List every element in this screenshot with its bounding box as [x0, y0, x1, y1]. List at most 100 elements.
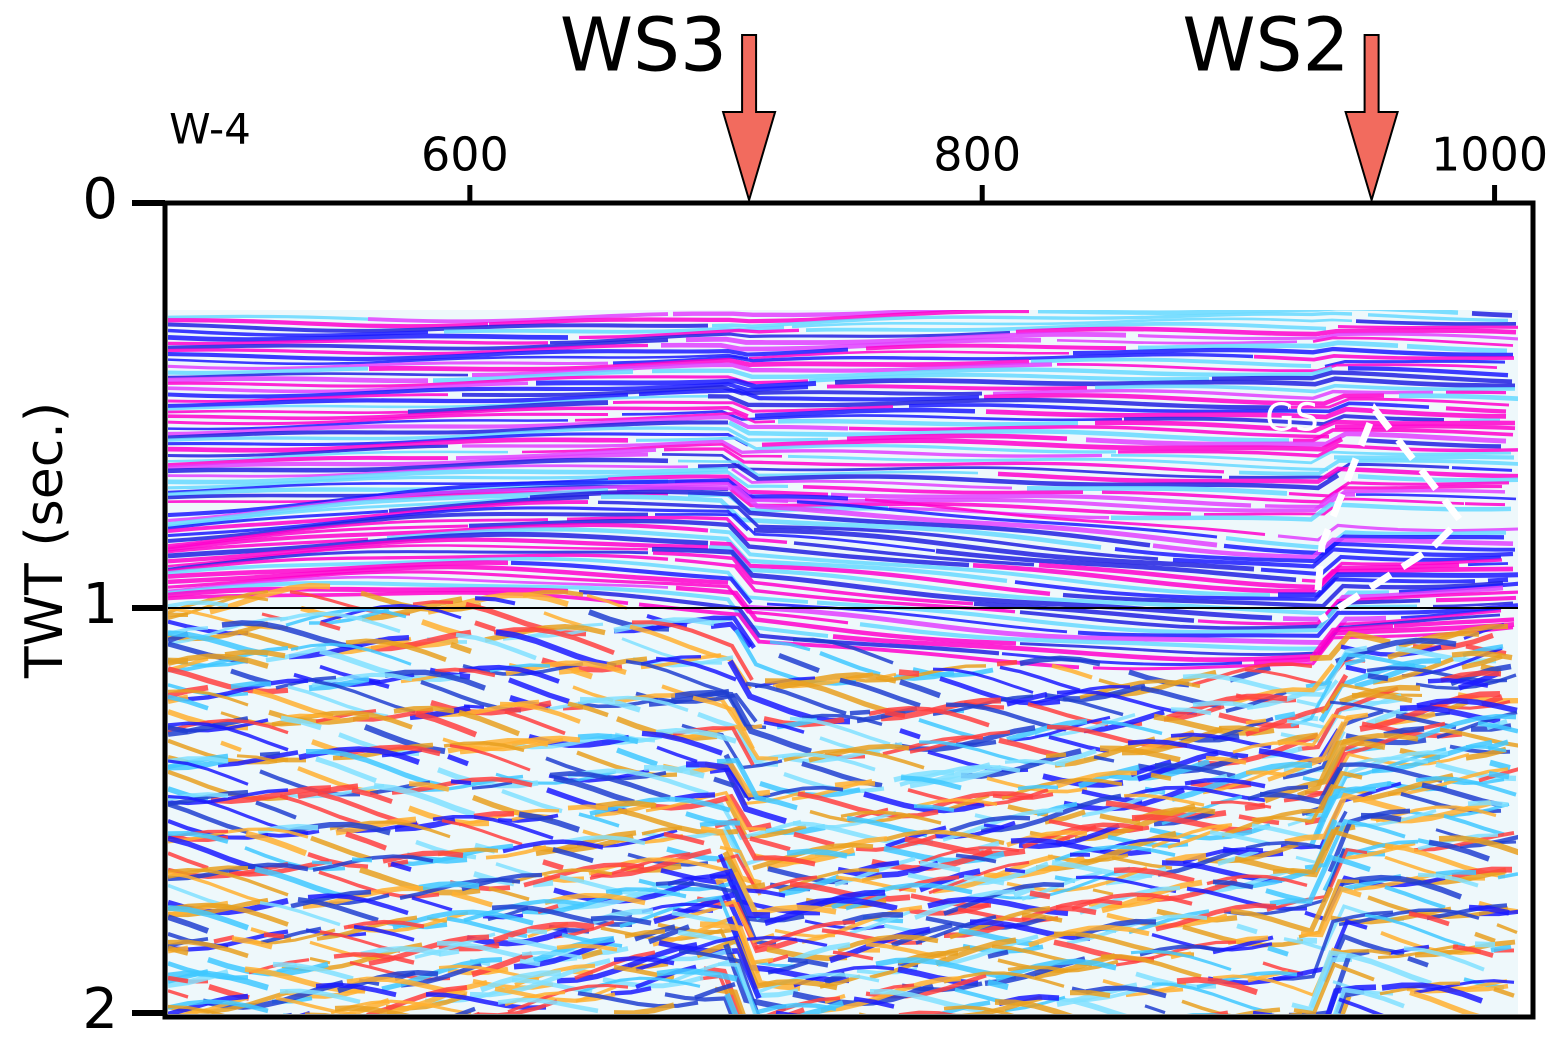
reflector	[1235, 1007, 1281, 1014]
reflector	[1114, 541, 1515, 564]
reflector	[1334, 424, 1516, 431]
reflector	[1123, 793, 1205, 807]
reflector	[999, 665, 1081, 692]
reflector	[473, 811, 514, 820]
reflector	[364, 1023, 384, 1027]
reflector	[351, 787, 393, 804]
reflector	[168, 488, 609, 527]
reflector	[461, 439, 1103, 458]
reflector	[168, 375, 809, 388]
reflector	[610, 986, 652, 996]
reflector	[272, 961, 354, 982]
reflector	[168, 322, 709, 333]
seismic-image	[168, 206, 1530, 1027]
well-label: WS3	[560, 3, 727, 89]
y-tick-label: 2	[82, 977, 118, 1042]
reflector	[1150, 772, 1172, 781]
reflector	[168, 406, 749, 421]
reflector	[297, 896, 379, 923]
reflector	[1474, 941, 1496, 948]
reflector	[1468, 904, 1510, 916]
reflector	[1210, 800, 1272, 809]
reflector	[1006, 691, 1048, 707]
reflector	[578, 812, 620, 828]
reflector	[710, 621, 753, 649]
reflector	[761, 436, 1344, 452]
reflector	[792, 637, 894, 665]
reflector	[674, 479, 1356, 513]
reflector	[479, 970, 562, 993]
reflector	[1253, 622, 1515, 665]
reflector	[351, 857, 373, 863]
reflector	[168, 522, 709, 552]
reflector	[168, 570, 849, 625]
reflector	[1451, 650, 1513, 661]
reflector	[259, 751, 281, 757]
reflector	[1176, 976, 1258, 996]
reflector	[334, 1005, 410, 1014]
reflector	[168, 328, 429, 338]
reflector	[556, 942, 698, 984]
reflector	[694, 982, 736, 1000]
reflector	[168, 666, 289, 695]
reflector	[1324, 359, 1506, 368]
reflector	[168, 999, 269, 1014]
reflector	[1345, 664, 1367, 674]
reflector	[319, 621, 341, 631]
reflector	[168, 580, 829, 639]
reflector	[1128, 909, 1210, 935]
reflector	[1019, 655, 1101, 667]
reflector	[1218, 725, 1260, 732]
reflector	[753, 527, 1255, 572]
reflector	[168, 537, 709, 564]
reflector	[168, 550, 649, 571]
reflector	[717, 962, 757, 1014]
reflector	[574, 950, 656, 981]
reflector	[861, 874, 883, 883]
reflector	[499, 701, 581, 724]
reflector	[542, 859, 564, 871]
reflector	[553, 775, 635, 806]
reflector	[925, 915, 1047, 931]
reflector	[655, 513, 936, 553]
reflector	[168, 646, 289, 673]
reflector	[1263, 739, 1386, 804]
reflector	[1467, 800, 1509, 808]
reflector	[168, 560, 509, 579]
reflector	[796, 897, 898, 912]
reflector	[1007, 965, 1069, 973]
reflector	[791, 317, 1353, 329]
reflector	[543, 611, 585, 628]
reflector	[1151, 982, 1273, 1014]
reflector	[987, 979, 1009, 991]
reflector	[989, 866, 1131, 900]
reflector	[1489, 759, 1511, 771]
reflector	[168, 450, 508, 463]
reflector	[501, 788, 563, 814]
reflector	[992, 388, 1434, 401]
reflector	[168, 395, 709, 411]
reflector	[258, 829, 320, 838]
reflector	[220, 740, 242, 753]
reflector	[532, 879, 554, 888]
reflector	[1072, 346, 1513, 358]
reflector	[837, 860, 939, 879]
reflector	[1304, 818, 1406, 870]
reflector	[802, 484, 1083, 495]
reflector	[168, 512, 648, 543]
reflector	[919, 860, 961, 873]
reflector	[458, 664, 560, 684]
reflector	[1277, 523, 1519, 542]
reflector	[386, 979, 488, 1014]
reflector	[384, 669, 486, 691]
gs-outline	[1314, 402, 1465, 623]
reflector	[252, 688, 334, 719]
reflector	[523, 862, 645, 888]
reflector	[1381, 982, 1483, 1004]
reflector	[311, 672, 413, 688]
reflector	[745, 681, 847, 716]
reflector	[614, 693, 676, 705]
y-tick-label: 0	[82, 167, 118, 232]
reflector	[168, 827, 309, 844]
reflector	[1010, 837, 1152, 856]
